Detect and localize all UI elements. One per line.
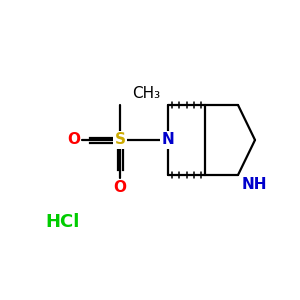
Text: CH₃: CH₃ bbox=[132, 86, 160, 101]
Text: NH: NH bbox=[242, 177, 268, 192]
Text: S: S bbox=[115, 133, 125, 148]
Text: O: O bbox=[67, 133, 80, 148]
Text: HCl: HCl bbox=[45, 213, 80, 231]
Text: N: N bbox=[162, 133, 174, 148]
Text: O: O bbox=[113, 180, 127, 195]
